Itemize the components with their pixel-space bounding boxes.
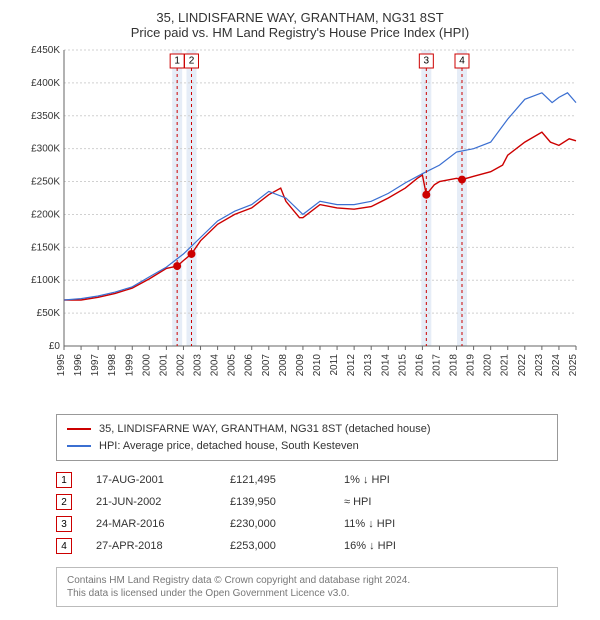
tx-price: £253,000 (230, 540, 320, 552)
tx-diff: 11% ↓ HPI (344, 518, 454, 530)
svg-text:£200K: £200K (31, 209, 60, 220)
svg-text:1997: 1997 (90, 354, 101, 377)
svg-text:£100K: £100K (31, 275, 60, 286)
svg-text:2009: 2009 (295, 354, 306, 377)
svg-text:2022: 2022 (517, 354, 528, 377)
svg-text:2006: 2006 (244, 354, 255, 377)
tx-date: 21-JUN-2002 (96, 496, 206, 508)
tx-diff: ≈ HPI (344, 496, 454, 508)
svg-text:2017: 2017 (431, 354, 442, 377)
svg-text:£0: £0 (49, 341, 61, 352)
tx-date: 24-MAR-2016 (96, 518, 206, 530)
svg-text:2003: 2003 (193, 354, 204, 377)
tx-marker-3: 3 (56, 516, 72, 532)
svg-text:2000: 2000 (141, 354, 152, 377)
footer-line2: This data is licensed under the Open Gov… (67, 587, 547, 600)
svg-text:2021: 2021 (500, 354, 511, 377)
svg-text:2024: 2024 (551, 354, 562, 377)
svg-text:4: 4 (459, 56, 465, 67)
table-row: 1 17-AUG-2001 £121,495 1% ↓ HPI (56, 469, 536, 491)
tx-date: 17-AUG-2001 (96, 474, 206, 486)
chart-title-subtitle: Price paid vs. HM Land Registry's House … (12, 25, 588, 40)
svg-text:£450K: £450K (31, 46, 60, 56)
attribution-footer: Contains HM Land Registry data © Crown c… (56, 567, 558, 607)
tx-marker-1: 1 (56, 472, 72, 488)
svg-text:1999: 1999 (124, 354, 135, 377)
svg-text:2014: 2014 (380, 354, 391, 377)
legend-label-property: 35, LINDISFARNE WAY, GRANTHAM, NG31 8ST … (99, 421, 431, 438)
tx-marker-2: 2 (56, 494, 72, 510)
tx-price: £230,000 (230, 518, 320, 530)
chart-title-address: 35, LINDISFARNE WAY, GRANTHAM, NG31 8ST (12, 10, 588, 25)
tx-price: £139,950 (230, 496, 320, 508)
tx-price: £121,495 (230, 474, 320, 486)
svg-text:£50K: £50K (37, 308, 61, 319)
chart-legend: 35, LINDISFARNE WAY, GRANTHAM, NG31 8ST … (56, 414, 558, 461)
svg-text:2011: 2011 (329, 354, 340, 376)
svg-text:3: 3 (424, 56, 430, 67)
svg-text:2010: 2010 (312, 354, 323, 377)
svg-text:2019: 2019 (466, 354, 477, 377)
svg-text:£150K: £150K (31, 242, 60, 253)
svg-text:2004: 2004 (210, 354, 221, 377)
svg-text:2025: 2025 (568, 354, 579, 377)
svg-text:£300K: £300K (31, 144, 60, 155)
svg-text:1995: 1995 (56, 354, 67, 377)
svg-text:2020: 2020 (483, 354, 494, 377)
tx-date: 27-APR-2018 (96, 540, 206, 552)
chart-container: 35, LINDISFARNE WAY, GRANTHAM, NG31 8ST … (0, 0, 600, 620)
svg-text:£250K: £250K (31, 177, 60, 188)
tx-diff: 16% ↓ HPI (344, 540, 454, 552)
tx-diff: 1% ↓ HPI (344, 474, 454, 486)
table-row: 2 21-JUN-2002 £139,950 ≈ HPI (56, 491, 536, 513)
svg-text:2012: 2012 (346, 354, 357, 377)
tx-marker-4: 4 (56, 538, 72, 554)
transaction-table: 1 17-AUG-2001 £121,495 1% ↓ HPI 2 21-JUN… (56, 469, 536, 557)
chart-plot-area: £0 £50K £100K £150K £200K £250K £300K £350K £400… (20, 46, 580, 406)
chart-svg: £0 £50K £100K £150K £200K £250K £300K £350K £400… (20, 46, 580, 406)
legend-swatch-property (67, 428, 91, 430)
svg-text:£350K: £350K (31, 111, 60, 122)
svg-text:2018: 2018 (449, 354, 460, 377)
svg-text:2008: 2008 (278, 354, 289, 377)
svg-text:2023: 2023 (534, 354, 545, 377)
svg-text:2005: 2005 (227, 354, 238, 377)
svg-text:1996: 1996 (73, 354, 84, 377)
svg-text:1998: 1998 (107, 354, 118, 377)
svg-text:2: 2 (189, 56, 195, 67)
svg-text:2016: 2016 (414, 354, 425, 377)
svg-text:2001: 2001 (158, 354, 169, 377)
svg-text:2002: 2002 (175, 354, 186, 377)
legend-swatch-hpi (67, 445, 91, 447)
svg-text:2015: 2015 (397, 354, 408, 377)
legend-label-hpi: HPI: Average price, detached house, Sout… (99, 438, 359, 455)
table-row: 4 27-APR-2018 £253,000 16% ↓ HPI (56, 535, 536, 557)
legend-item-property: 35, LINDISFARNE WAY, GRANTHAM, NG31 8ST … (67, 421, 547, 438)
svg-text:£400K: £400K (31, 78, 60, 89)
svg-text:2007: 2007 (261, 354, 272, 377)
footer-line1: Contains HM Land Registry data © Crown c… (67, 574, 547, 587)
table-row: 3 24-MAR-2016 £230,000 11% ↓ HPI (56, 513, 536, 535)
svg-text:1: 1 (174, 56, 180, 67)
legend-item-hpi: HPI: Average price, detached house, Sout… (67, 438, 547, 455)
svg-text:2013: 2013 (363, 354, 374, 377)
